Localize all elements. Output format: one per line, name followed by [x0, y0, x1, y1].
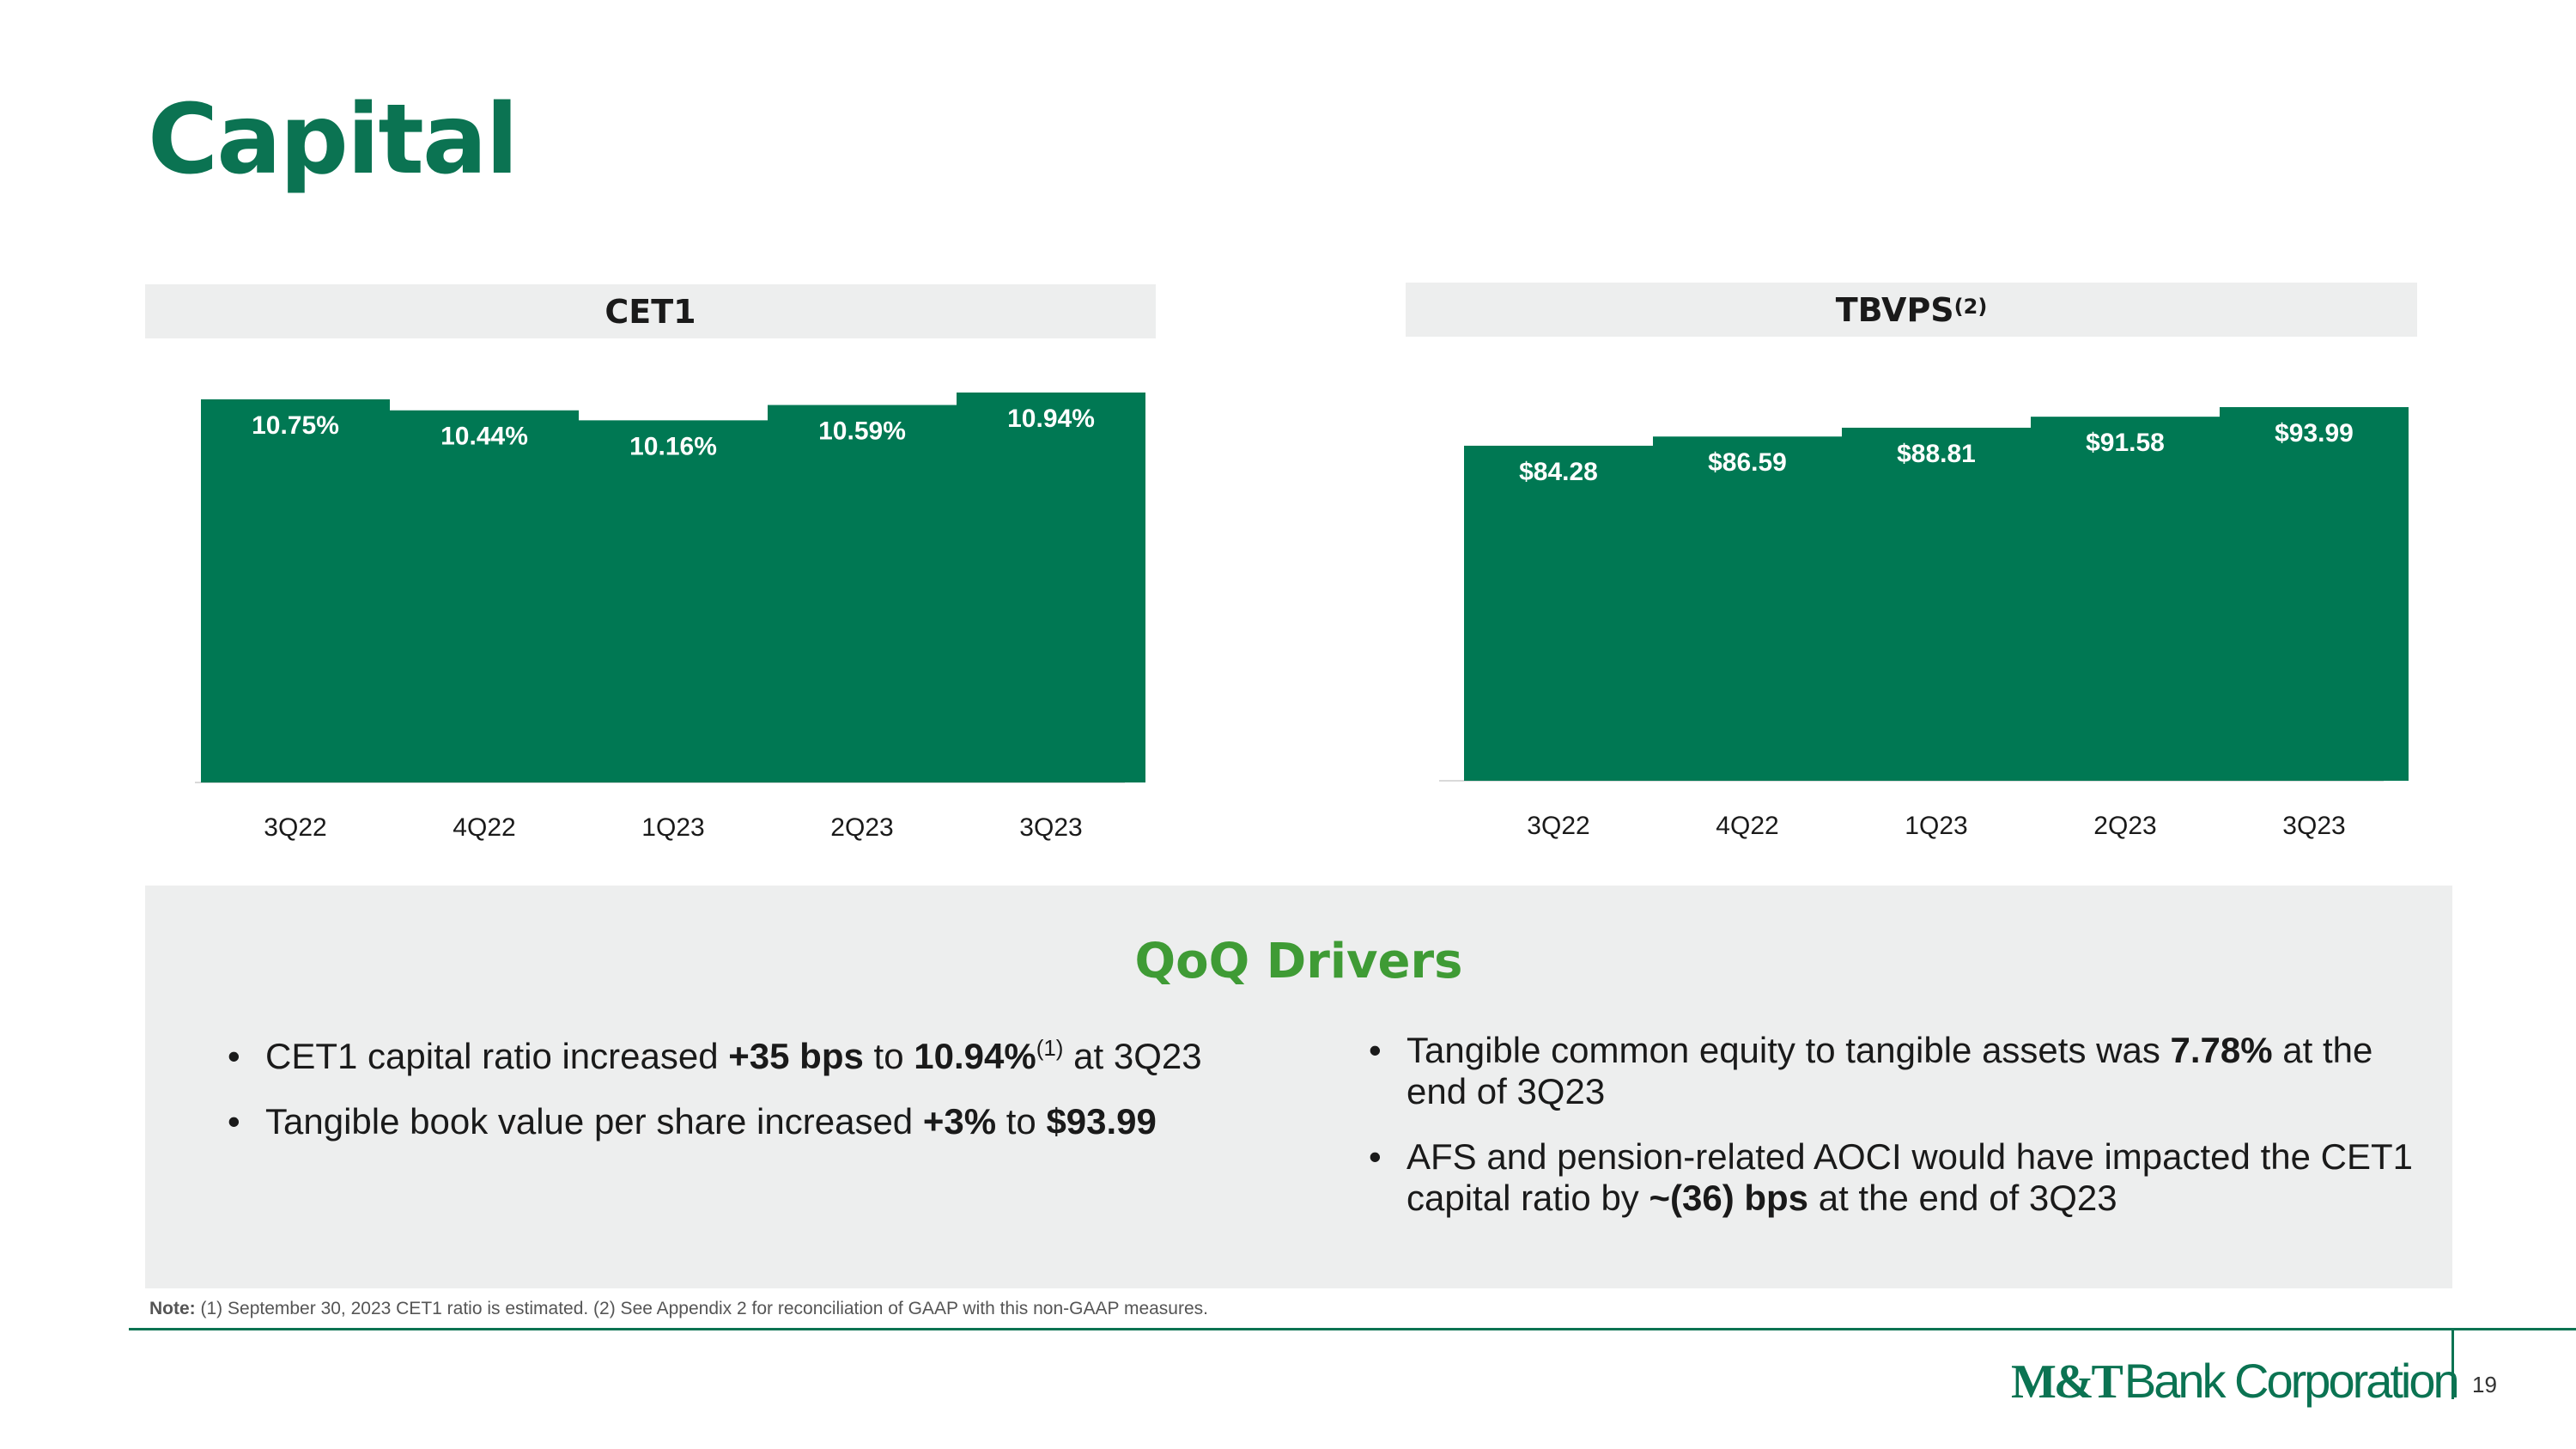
x-tick-label: 4Q22	[453, 813, 515, 842]
x-tick-label: 3Q22	[264, 813, 326, 842]
driver-bullet: Tangible book value per share increased …	[228, 1101, 1344, 1142]
driver-bullet: AFS and pension-related AOCI would have …	[1369, 1136, 2421, 1219]
logo-name: Bank Corporation	[2123, 1354, 2460, 1408]
x-tick-label: 3Q23	[2282, 812, 2345, 840]
bullet-text: at the end of 3Q23	[1406, 1030, 2373, 1111]
tbvps-chart-title: TBVPS	[1835, 290, 1954, 329]
bar	[1653, 436, 1842, 781]
qoq-drivers-title: QoQ Drivers	[1134, 934, 1463, 989]
cet1-chart: 10.75% 3Q22 10.44% 4Q22 10.16% 1Q23 10.59% 2Q23…	[195, 393, 1145, 842]
tbvps-chart-title-sup: (2)	[1953, 294, 1988, 319]
bullet-emphasis: 7.78%	[2170, 1030, 2273, 1070]
data-label: 10.59%	[818, 417, 906, 446]
bar	[768, 405, 957, 782]
drivers-left-list: CET1 capital ratio increased +35 bps to …	[228, 1036, 1344, 1166]
data-label: $93.99	[2275, 419, 2354, 447]
data-label: $86.59	[1708, 448, 1787, 477]
bar	[2220, 407, 2409, 781]
bar	[957, 393, 1145, 782]
x-tick-label: 4Q22	[1716, 812, 1778, 840]
x-tick-label: 3Q23	[1019, 813, 1082, 842]
data-label: 10.16%	[629, 432, 717, 460]
bar	[390, 410, 579, 782]
footnote-text: (1) September 30, 2023 CET1 ratio is est…	[195, 1299, 1208, 1318]
footnote-label: Note:	[149, 1299, 196, 1318]
bullet-emphasis: 10.94%	[914, 1036, 1036, 1076]
bullet-text: Tangible common equity to tangible asset…	[1406, 1030, 2171, 1070]
data-label: 10.44%	[440, 423, 528, 451]
bullet-text: CET1 capital ratio increased	[265, 1036, 729, 1076]
cet1-chart-title: CET1	[605, 292, 696, 331]
bullet-emphasis: ~(36) bps	[1649, 1178, 1809, 1218]
bullet-text: to	[996, 1101, 1047, 1142]
tbvps-chart-header: TBVPS (2)	[1406, 283, 2417, 337]
driver-bullet: CET1 capital ratio increased +35 bps to …	[228, 1036, 1344, 1077]
bullet-text: at the end of 3Q23	[1808, 1178, 2117, 1218]
bullet-emphasis: +3%	[922, 1101, 997, 1142]
bullet-text: to	[863, 1036, 914, 1076]
bullet-text: Tangible book value per share increased	[265, 1101, 923, 1142]
data-label: 10.94%	[1007, 405, 1095, 433]
data-label: $91.58	[2086, 429, 2165, 457]
logo-mark: M&T	[2011, 1355, 2123, 1409]
page-title: Capital	[148, 84, 519, 196]
footer-divider	[129, 1328, 2576, 1330]
bar	[1842, 427, 2031, 781]
drivers-right-list: Tangible common equity to tangible asset…	[1369, 1030, 2421, 1243]
bar	[579, 420, 768, 782]
bullet-emphasis: $93.99	[1046, 1101, 1157, 1142]
bar	[2031, 417, 2220, 781]
x-tick-label: 3Q22	[1527, 812, 1589, 840]
tbvps-chart: $84.28 3Q22 $86.59 4Q22 $88.81 1Q23 $91.58 2Q23…	[1439, 407, 2409, 840]
bullet-footnote-ref: (1)	[1036, 1035, 1064, 1061]
bullet-text: at 3Q23	[1063, 1036, 1202, 1076]
cet1-chart-header: CET1	[145, 284, 1156, 338]
footnote: Note: (1) September 30, 2023 CET1 ratio …	[149, 1299, 1208, 1319]
data-label: $84.28	[1519, 458, 1598, 486]
x-tick-label: 2Q23	[2093, 812, 2156, 840]
bullet-emphasis: +35 bps	[728, 1036, 864, 1076]
mt-bank-logo: M&T Bank Corporation	[2011, 1353, 2460, 1409]
qoq-drivers-panel: QoQ Drivers CET1 capital ratio increased…	[145, 886, 2452, 1288]
data-label: 10.75%	[252, 411, 339, 440]
driver-bullet: Tangible common equity to tangible asset…	[1369, 1030, 2421, 1112]
page-number: 19	[2472, 1372, 2497, 1397]
x-tick-label: 1Q23	[1905, 812, 1967, 840]
x-tick-label: 2Q23	[830, 813, 893, 842]
bullet-text: AFS and pension-related AOCI would have …	[1406, 1136, 2413, 1218]
logo-divider	[2451, 1330, 2454, 1399]
x-tick-label: 1Q23	[641, 813, 704, 842]
bar	[1464, 445, 1653, 781]
data-label: $88.81	[1897, 440, 1976, 468]
bar	[201, 399, 390, 782]
